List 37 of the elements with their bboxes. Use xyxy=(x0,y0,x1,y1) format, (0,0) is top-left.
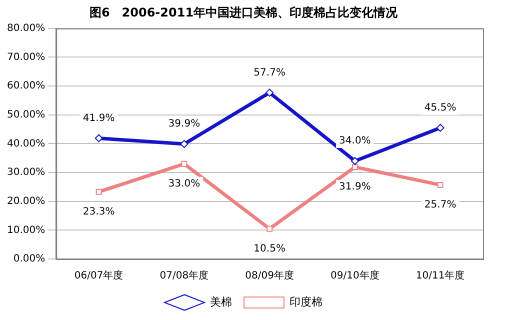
data-label: 45.5% xyxy=(424,102,456,114)
x-tick-label: 07/08年度 xyxy=(160,270,209,282)
x-tick-label: 09/10年度 xyxy=(330,270,380,282)
y-tick-label: 0.00% xyxy=(13,254,46,265)
legend-label: 美棉 xyxy=(210,295,232,308)
y-tick-label: 50.00% xyxy=(6,109,46,120)
data-label: 10.5% xyxy=(254,243,286,254)
data-label: 57.7% xyxy=(254,67,286,78)
x-tick-label: 08/09年度 xyxy=(245,270,294,282)
y-tick-label: 40.00% xyxy=(6,138,46,150)
data-label: 23.3% xyxy=(82,206,115,218)
data-label: 31.9% xyxy=(339,182,371,193)
legend-label: 印度棉 xyxy=(290,295,322,308)
point xyxy=(436,124,444,132)
point xyxy=(181,160,188,167)
x-tick-label: 06/07年度 xyxy=(74,270,124,282)
point xyxy=(94,134,103,142)
data-label: 25.7% xyxy=(424,200,456,211)
y-tick-label: 30.00% xyxy=(6,167,46,178)
data-label: 34.0% xyxy=(339,136,371,147)
y-tick-label: 20.00% xyxy=(6,196,46,207)
x-tick-label: 10/11年度 xyxy=(416,270,465,282)
point xyxy=(350,156,359,165)
point xyxy=(266,226,273,232)
data-label: 39.9% xyxy=(168,118,200,130)
point xyxy=(96,188,102,195)
data-label: 41.9% xyxy=(82,112,115,124)
y-tick-label: 70.00% xyxy=(6,52,46,63)
chart-title: 图6 2006-2011年中国进口美棉、印度棉占比变化情况 xyxy=(89,5,399,20)
point xyxy=(266,88,274,97)
y-tick-label: 10.00% xyxy=(6,224,46,236)
data-label: 33.0% xyxy=(168,178,200,190)
y-tick-label: 60.00% xyxy=(6,80,46,92)
point xyxy=(437,182,444,188)
point xyxy=(180,140,188,148)
point xyxy=(352,164,358,170)
y-tick-label: 80.00% xyxy=(6,22,46,34)
